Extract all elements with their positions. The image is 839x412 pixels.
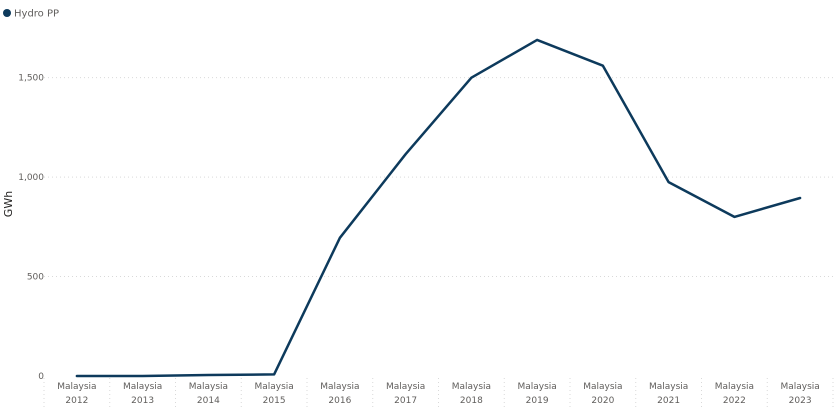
legend-label: Hydro PP xyxy=(14,9,59,20)
x-tick-year: 2016 xyxy=(328,396,351,406)
x-tick-year: 2022 xyxy=(723,396,746,406)
x-tick: Malaysia 2013 xyxy=(123,382,162,406)
x-tick-country: Malaysia xyxy=(583,382,622,392)
x-tick-country: Malaysia xyxy=(452,382,491,392)
legend: Hydro PP xyxy=(3,9,59,20)
y-tick-label: 500 xyxy=(27,273,44,283)
gridlines xyxy=(43,77,834,410)
x-tick-country: Malaysia xyxy=(254,382,293,392)
x-tick-country: Malaysia xyxy=(386,382,425,392)
x-tick-country: Malaysia xyxy=(123,382,162,392)
x-tick-country: Malaysia xyxy=(715,382,754,392)
x-tick-year: 2021 xyxy=(657,396,680,406)
x-tick: Malaysia 2018 xyxy=(452,382,491,406)
x-tick: Malaysia 2015 xyxy=(254,382,293,406)
x-tick-year: 2020 xyxy=(591,396,614,406)
y-tick-label: 1,500 xyxy=(18,74,44,84)
y-axis-ticks: 0 500 1,000 1,500 xyxy=(18,74,44,382)
x-tick-year: 2015 xyxy=(263,396,286,406)
y-tick-label: 1,000 xyxy=(18,173,44,183)
legend-marker xyxy=(3,9,11,17)
x-tick-year: 2018 xyxy=(460,396,483,406)
x-tick-country: Malaysia xyxy=(780,382,819,392)
x-tick-country: Malaysia xyxy=(649,382,688,392)
x-tick-country: Malaysia xyxy=(320,382,359,392)
x-tick: Malaysia 2020 xyxy=(583,382,622,406)
x-axis-ticks: Malaysia2012Malaysia2013Malaysia2014Mala… xyxy=(57,382,820,406)
x-tick-country: Malaysia xyxy=(189,382,228,392)
x-tick: Malaysia 2012 xyxy=(57,382,96,406)
series-group xyxy=(75,38,802,378)
x-tick: Malaysia 2017 xyxy=(386,382,425,406)
series-line xyxy=(75,38,802,378)
y-axis-title: GWh xyxy=(2,191,15,217)
x-tick-country: Malaysia xyxy=(517,382,556,392)
x-tick: Malaysia 2022 xyxy=(715,382,754,406)
x-tick-year: 2013 xyxy=(131,396,154,406)
x-tick-year: 2014 xyxy=(197,396,220,406)
x-tick: Malaysia 2023 xyxy=(780,382,819,406)
y-tick-label: 0 xyxy=(38,372,44,382)
x-tick-year: 2017 xyxy=(394,396,417,406)
x-tick-year: 2012 xyxy=(65,396,88,406)
x-tick: Malaysia 2021 xyxy=(649,382,688,406)
x-tick-year: 2019 xyxy=(526,396,549,406)
x-tick-year: 2023 xyxy=(789,396,812,406)
x-tick: Malaysia 2014 xyxy=(189,382,228,406)
x-tick: Malaysia 2016 xyxy=(320,382,359,406)
x-tick-country: Malaysia xyxy=(57,382,96,392)
x-tick: Malaysia 2019 xyxy=(517,382,556,406)
